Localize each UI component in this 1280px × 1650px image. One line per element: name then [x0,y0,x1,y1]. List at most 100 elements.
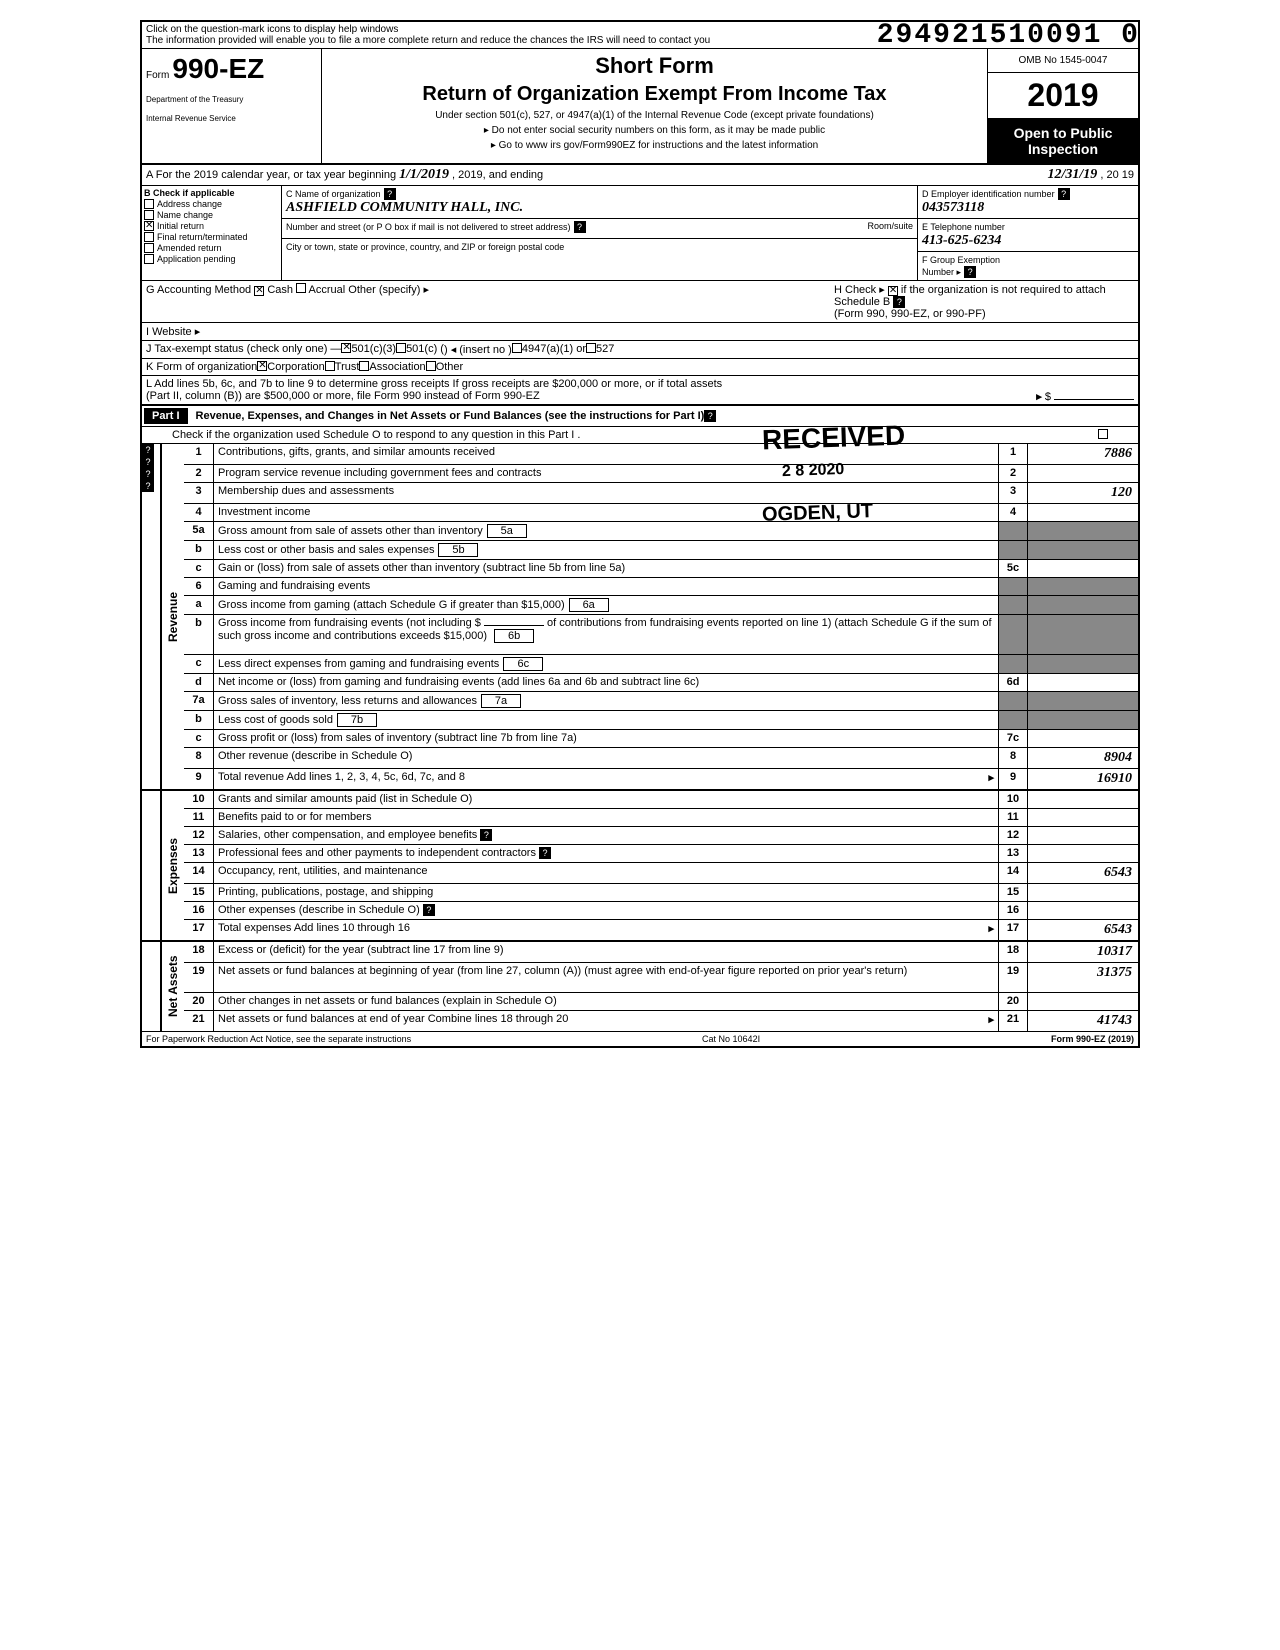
trust-checkbox[interactable] [325,361,335,371]
line-value[interactable] [1028,465,1138,482]
cash-checkbox[interactable]: ✕ [254,286,264,296]
corp-checkbox[interactable]: ✕ [257,361,267,371]
line-value[interactable] [1028,902,1138,919]
checkbox-icon[interactable] [144,243,154,253]
line-value[interactable] [1028,730,1138,747]
line-desc: Membership dues and assessments [214,483,998,503]
line-value[interactable]: 8904 [1028,748,1138,768]
contrib-input[interactable] [484,625,544,626]
line-box: 2 [998,465,1028,482]
checkbox-icon[interactable] [144,232,154,242]
checkbox-icon[interactable] [144,199,154,209]
line-value[interactable]: 41743 [1028,1011,1138,1031]
cb-amended[interactable]: Amended return [144,243,279,253]
assoc-checkbox[interactable] [359,361,369,371]
line-4: 4 Investment income 4 [184,504,1138,522]
line-value[interactable] [1028,674,1138,691]
line-num: 20 [184,993,214,1010]
501c-checkbox[interactable] [396,343,406,353]
part1-label: Part I [144,408,188,424]
line-16: 16 Other expenses (describe in Schedule … [184,902,1138,920]
line-value[interactable] [1028,809,1138,826]
line-value-shaded [1028,615,1138,654]
org-name[interactable]: ASHFIELD COMMUNITY HALL, INC. [286,200,523,215]
help-icon[interactable]: ? [893,296,905,308]
accrual-checkbox[interactable] [296,283,306,293]
line-value[interactable]: 6543 [1028,863,1138,883]
cb-initial-return[interactable]: ✕Initial return [144,221,279,231]
checkbox-icon[interactable] [144,210,154,220]
line-value[interactable] [1028,560,1138,577]
begin-date[interactable]: 1/1/2019 [399,167,449,182]
inner-box: 7a [481,694,521,708]
help-icon[interactable]: ? [142,468,154,480]
h-text2: (Form 990, 990-EZ, or 990-PF) [834,308,986,320]
527-checkbox[interactable] [586,343,596,353]
help-icon[interactable]: ? [142,480,154,492]
line-value[interactable] [1028,884,1138,901]
line-value[interactable]: 7886 [1028,444,1138,464]
ein-value[interactable]: 043573118 [922,200,984,215]
501c3-checkbox[interactable]: ✕ [341,343,351,353]
help-icon[interactable]: ? [142,444,154,456]
help-icon[interactable]: ? [574,221,586,233]
line-value[interactable] [1028,827,1138,844]
help-icon[interactable]: ? [384,188,396,200]
section-j-row: J Tax-exempt status (check only one) — ✕… [142,341,1138,359]
help-icon[interactable]: ? [964,266,976,278]
line-value[interactable] [1028,791,1138,808]
checkbox-icon[interactable] [144,254,154,264]
line-value[interactable]: 10317 [1028,942,1138,962]
line-num: 15 [184,884,214,901]
gross-receipts-input[interactable] [1054,399,1134,400]
form-990ez: Click on the question-mark icons to disp… [140,20,1140,1048]
line-value[interactable]: 16910 [1028,769,1138,789]
line-num: 1 [184,444,214,464]
line-value[interactable]: 31375 [1028,963,1138,992]
line-box-shaded [998,541,1028,559]
cb-name-change[interactable]: Name change [144,210,279,220]
help-icon[interactable]: ? [1058,188,1070,200]
line-num: 13 [184,845,214,862]
header-left: Form 990-EZ Department of the Treasury I… [142,49,322,163]
other-org-checkbox[interactable] [426,361,436,371]
phone-value[interactable]: 413-625-6234 [922,233,1001,248]
line-value[interactable] [1028,845,1138,862]
line-value[interactable] [1028,504,1138,521]
help-banner: Click on the question-mark icons to disp… [142,22,1138,49]
line-box: 4 [998,504,1028,521]
line-box: 11 [998,809,1028,826]
501c-label: 501(c) ( [406,343,444,356]
checkbox-icon[interactable]: ✕ [144,221,154,231]
line-num: 14 [184,863,214,883]
help-icon[interactable]: ? [480,829,492,841]
help-icon[interactable]: ? [423,904,435,916]
4947-checkbox[interactable] [512,343,522,353]
section-e-phone: E Telephone number 413-625-6234 [918,219,1138,252]
header-center: Short Form Return of Organization Exempt… [322,49,988,163]
line-value[interactable]: 6543 [1028,920,1138,940]
open-public-2: Inspection [1028,141,1098,157]
schedule-b-checkbox[interactable]: ✕ [888,286,898,296]
l-text2: (Part II, column (B)) are $500,000 or mo… [146,390,540,402]
part1-check-row: Check if the organization used Schedule … [142,427,1138,444]
cb-address-change[interactable]: Address change [144,199,279,209]
expenses-section: Expenses 10 Grants and similar amounts p… [142,791,1138,942]
help-icon[interactable]: ? [142,456,154,468]
cb-application-pending[interactable]: Application pending [144,254,279,264]
help-icon[interactable]: ? [539,847,551,859]
line-value-shaded [1028,692,1138,710]
line-box-shaded [998,655,1028,673]
footer-center: Cat No 10642I [702,1034,760,1044]
trust-label: Trust [335,361,360,373]
line-5c: c Gain or (loss) from sale of assets oth… [184,560,1138,578]
cb-final-return[interactable]: Final return/terminated [144,232,279,242]
end-date[interactable]: 12/31/19 [1048,167,1098,182]
line-value[interactable] [1028,993,1138,1010]
help-icon[interactable]: ? [704,410,716,422]
schedule-o-checkbox[interactable] [1098,429,1108,439]
line-3: 3 Membership dues and assessments 3 120 [184,483,1138,504]
line-desc: Gross income from fundraising events (no… [214,615,998,654]
line-box: 5c [998,560,1028,577]
line-value[interactable]: 120 [1028,483,1138,503]
